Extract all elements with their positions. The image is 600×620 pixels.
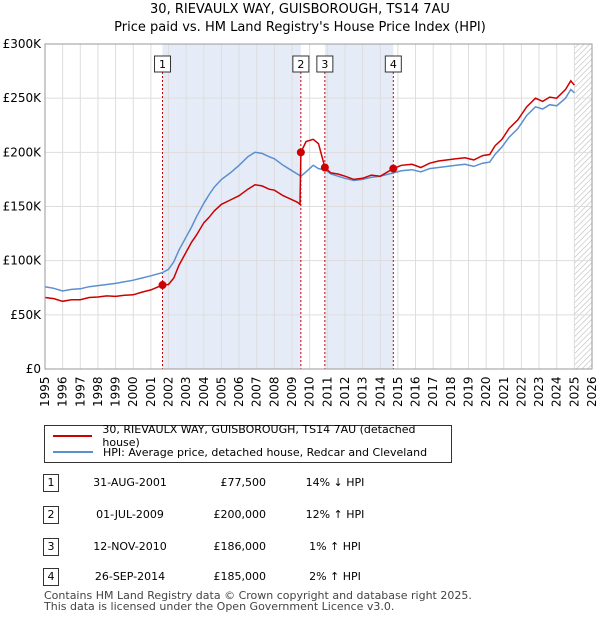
sale-row: 2 01-JUL-2009 £200,000 12% ↑ HPI bbox=[0, 506, 600, 526]
x-tick-label: 2009 bbox=[285, 376, 299, 407]
x-tick-label: 2023 bbox=[532, 376, 546, 407]
legend-swatch-hpi bbox=[53, 451, 93, 453]
sale-label-number: 4 bbox=[390, 58, 397, 71]
x-tick-label: 2006 bbox=[232, 376, 246, 407]
y-tick-label: £200K bbox=[3, 145, 43, 159]
sale-price: £186,000 bbox=[213, 540, 267, 553]
x-tick-label: 2014 bbox=[373, 376, 387, 407]
sale-hpi-diff: 14% ↓ HPI bbox=[305, 476, 365, 489]
footer-copyright: Contains HM Land Registry data © Crown c… bbox=[44, 589, 472, 602]
y-tick-label: £50K bbox=[10, 308, 42, 322]
x-tick-label: 2017 bbox=[426, 376, 440, 407]
x-tick-label: 2026 bbox=[585, 376, 599, 407]
x-tick-label: 2020 bbox=[479, 376, 493, 407]
y-tick-label: £100K bbox=[3, 254, 43, 268]
x-tick-label: 2008 bbox=[267, 376, 281, 407]
sale-hpi-diff: 2% ↑ HPI bbox=[309, 570, 361, 583]
y-tick-label: £300K bbox=[3, 37, 43, 51]
legend-swatch-property bbox=[53, 435, 93, 437]
sale-date: 26-SEP-2014 bbox=[94, 570, 166, 583]
x-tick-label: 2007 bbox=[250, 376, 264, 407]
sale-price: £77,500 bbox=[220, 476, 267, 489]
x-tick-label: 2015 bbox=[391, 376, 405, 407]
sale-label-number: 3 bbox=[321, 58, 328, 71]
y-tick-label: £150K bbox=[3, 200, 43, 214]
sale-label-box bbox=[292, 55, 310, 73]
legend: 30, RIEVAULX WAY, GUISBOROUGH, TS14 7AU … bbox=[44, 423, 452, 463]
x-tick-label: 2013 bbox=[356, 376, 370, 407]
x-tick-label: 2002 bbox=[162, 376, 176, 407]
sale-row: 4 26-SEP-2014 £185,000 2% ↑ HPI bbox=[0, 568, 600, 588]
sale-price: £185,000 bbox=[213, 570, 267, 583]
x-tick-label: 2010 bbox=[303, 376, 317, 407]
x-tick-label: 1996 bbox=[56, 376, 70, 407]
x-tick-label: 2025 bbox=[567, 376, 581, 407]
x-tick-label: 2022 bbox=[514, 376, 528, 407]
sale-date: 12-NOV-2010 bbox=[93, 540, 167, 553]
legend-item-hpi: HPI: Average price, detached house, Redc… bbox=[53, 444, 427, 460]
sale-label-box bbox=[154, 55, 172, 73]
x-tick-label: 1997 bbox=[73, 376, 87, 407]
x-tick-label: 2011 bbox=[320, 376, 334, 407]
x-tick-label: 2024 bbox=[550, 376, 564, 407]
sale-label-box bbox=[384, 55, 402, 73]
legend-label-hpi: HPI: Average price, detached house, Redc… bbox=[103, 445, 428, 459]
sale-number: 3 bbox=[43, 538, 59, 556]
sale-row: 3 12-NOV-2010 £186,000 1% ↑ HPI bbox=[0, 538, 600, 558]
legend-label-property: 30, RIEVAULX WAY, GUISBOROUGH, TS14 7AU … bbox=[102, 423, 416, 449]
legend-item-property: 30, RIEVAULX WAY, GUISBOROUGH, TS14 7AU … bbox=[53, 423, 451, 449]
sale-point bbox=[389, 164, 398, 173]
x-tick-label: 2001 bbox=[144, 376, 158, 407]
sale-point bbox=[296, 148, 305, 157]
footer-licence: This data is licensed under the Open Gov… bbox=[44, 600, 395, 613]
sale-label-box bbox=[316, 55, 334, 73]
sale-number: 4 bbox=[43, 568, 59, 586]
price-chart: 1 2 3 4 £0 £50K £100K £150K £200K £250K £300K 1995 1… bbox=[3, 37, 599, 407]
plot-border bbox=[44, 43, 593, 370]
x-tick-label: 2003 bbox=[179, 376, 193, 407]
x-tick-label: 2019 bbox=[461, 376, 475, 407]
sale-label-number: 2 bbox=[297, 58, 304, 71]
x-tick-label: 2016 bbox=[409, 376, 423, 407]
sale-number: 1 bbox=[43, 474, 59, 492]
chart-subtitle: Price paid vs. HM Land Registry's House … bbox=[114, 20, 486, 35]
sale-date: 31-AUG-2001 bbox=[93, 476, 167, 489]
chart-title: 30, RIEVAULX WAY, GUISBOROUGH, TS14 7AU bbox=[150, 2, 450, 17]
x-tick-label: 2012 bbox=[338, 376, 352, 407]
y-tick-label: £250K bbox=[3, 91, 43, 105]
hpi-line bbox=[44, 88, 575, 292]
sale-hpi-diff: 12% ↑ HPI bbox=[305, 508, 365, 521]
sale-number: 2 bbox=[43, 506, 59, 524]
x-tick-label: 2021 bbox=[497, 376, 511, 407]
sale-row: 1 31-AUG-2001 £77,500 14% ↓ HPI bbox=[0, 474, 600, 494]
x-tick-label: 1999 bbox=[109, 376, 123, 407]
x-tick-label: 1998 bbox=[91, 376, 105, 407]
x-tick-label: 2004 bbox=[197, 376, 211, 407]
sale-label-number: 1 bbox=[159, 58, 166, 71]
sale-point bbox=[320, 163, 329, 172]
x-tick-label: 2005 bbox=[214, 376, 228, 407]
sale-hpi-diff: 1% ↑ HPI bbox=[309, 540, 361, 553]
x-tick-label: 1995 bbox=[38, 376, 52, 407]
sale-date: 01-JUL-2009 bbox=[96, 508, 164, 521]
x-tick-label: 2018 bbox=[444, 376, 458, 407]
sale-price: £200,000 bbox=[213, 508, 267, 521]
y-tick-label: £0 bbox=[26, 362, 41, 376]
sale-point bbox=[158, 281, 167, 290]
x-tick-label: 2000 bbox=[126, 376, 140, 407]
footer: Contains HM Land Registry data © Crown c… bbox=[44, 590, 472, 612]
